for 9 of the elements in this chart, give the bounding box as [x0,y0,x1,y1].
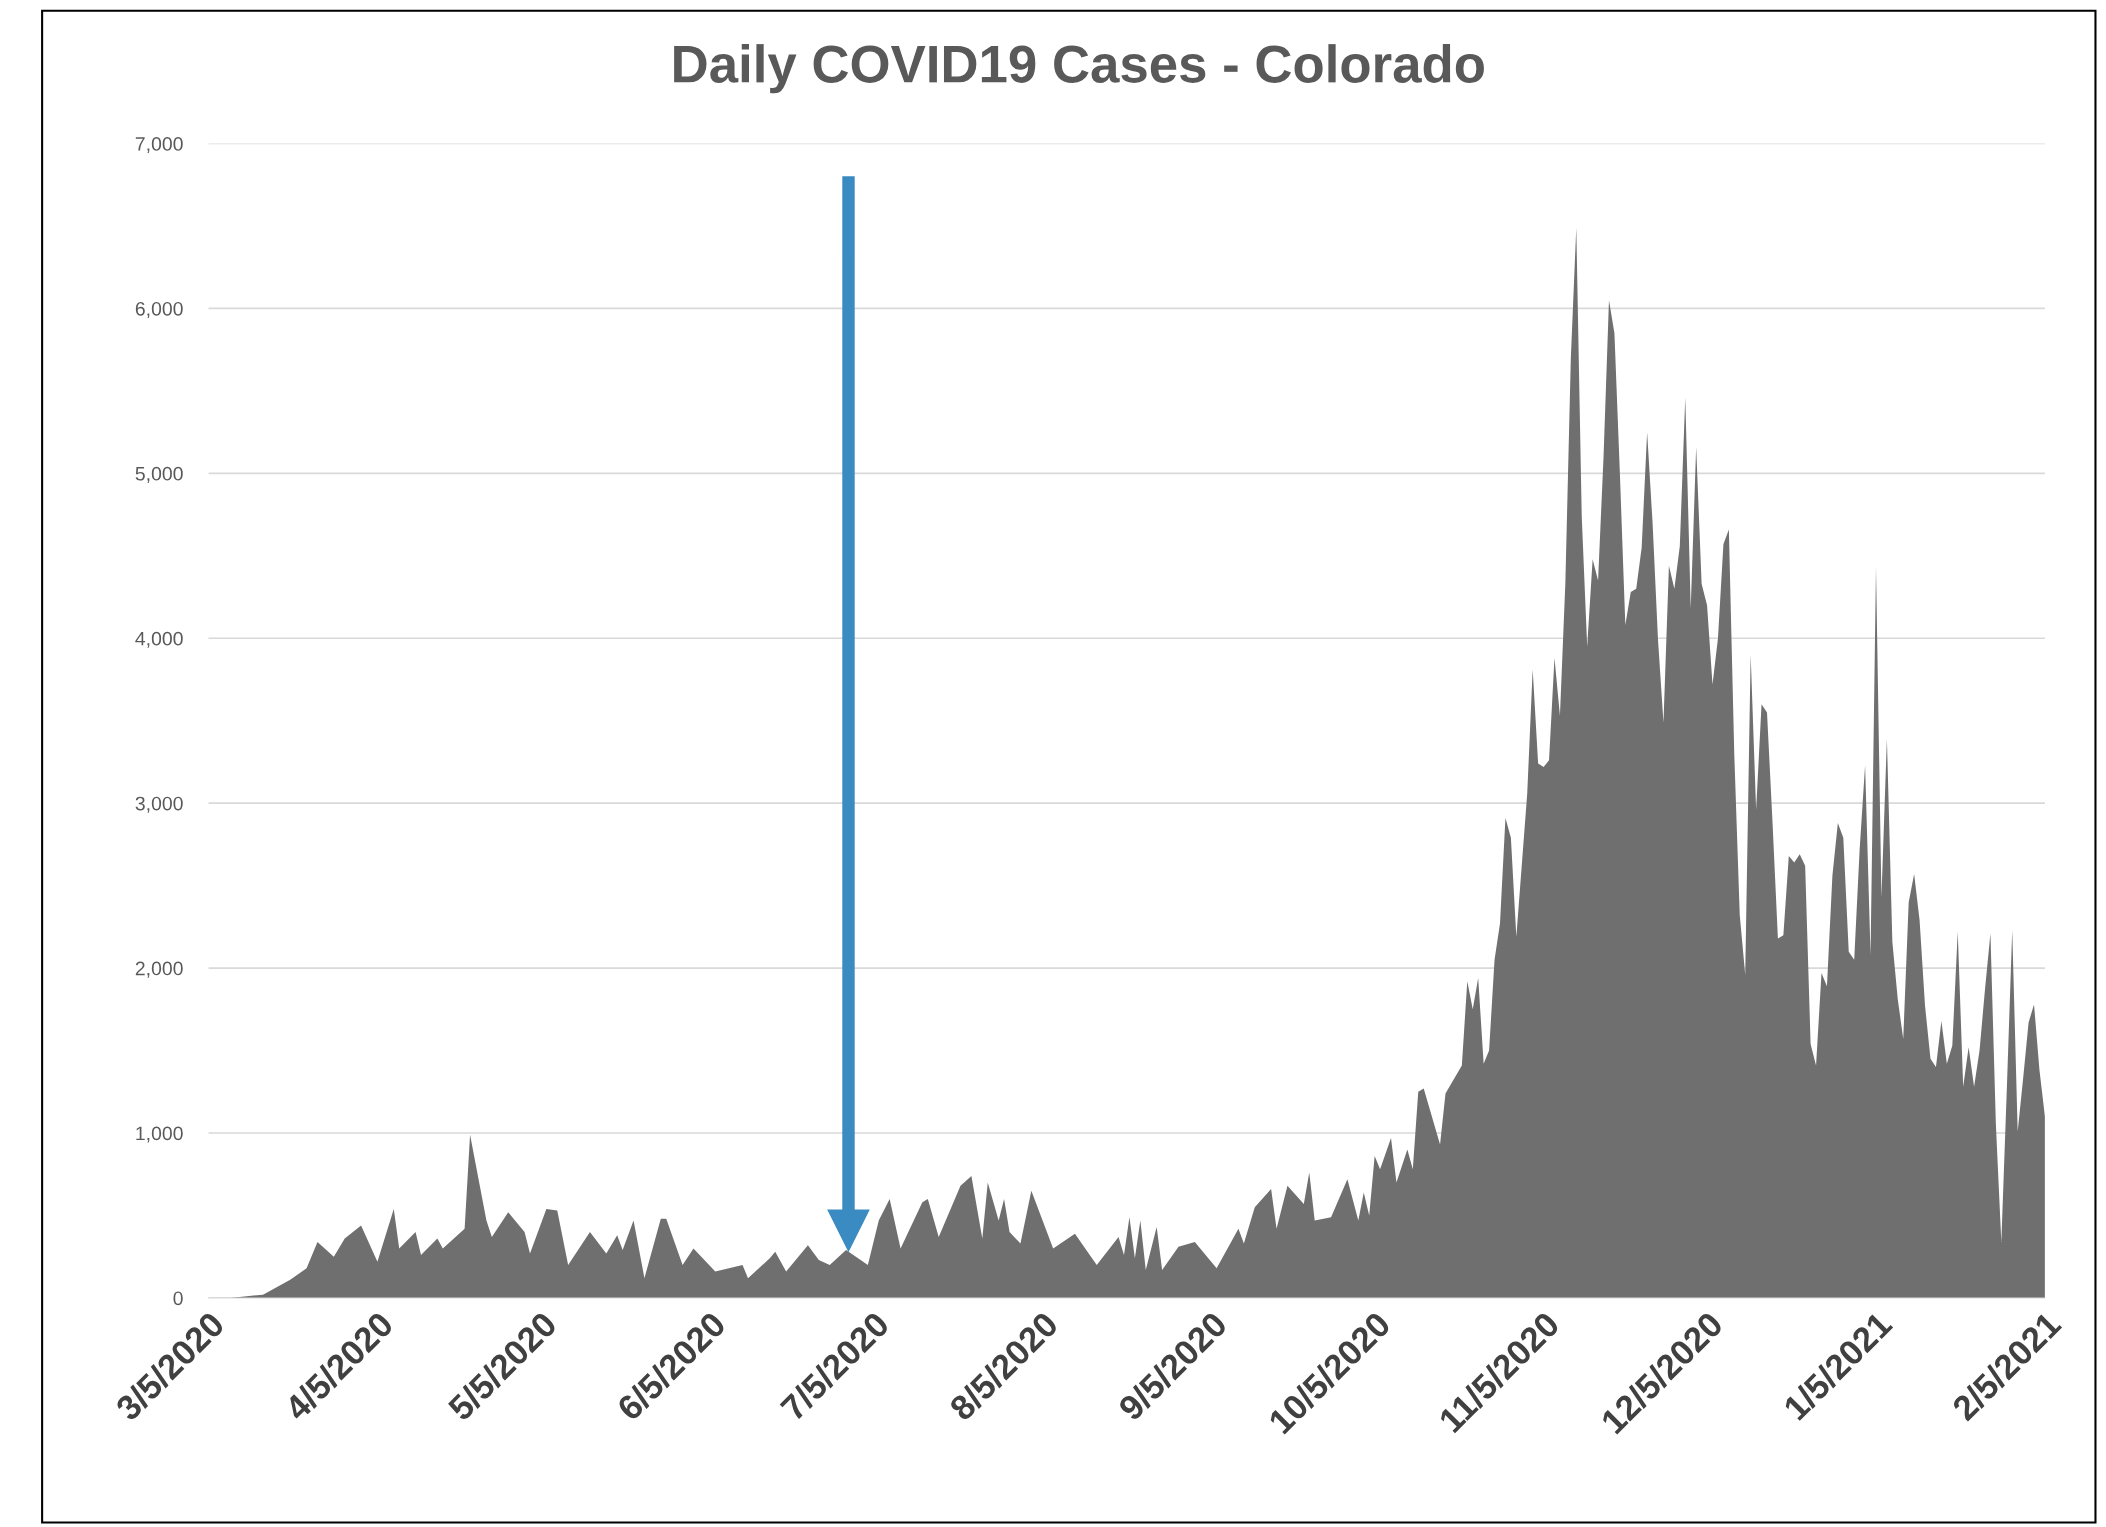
y-tick-label: 1,000 [136,1126,183,1143]
y-tick-label: 3,000 [135,796,183,813]
y-tick-label: 2,000 [135,961,183,978]
y-tick-label: 4,000 [135,631,183,648]
y-tick-label: 7,000 [135,137,183,154]
y-tick-label: 6,000 [135,301,183,318]
chart-title: Daily COVID19 Cases - Colorado [674,44,1484,94]
y-tick-label: 5,000 [135,466,183,483]
y-tick-label: 0 [173,1291,183,1306]
